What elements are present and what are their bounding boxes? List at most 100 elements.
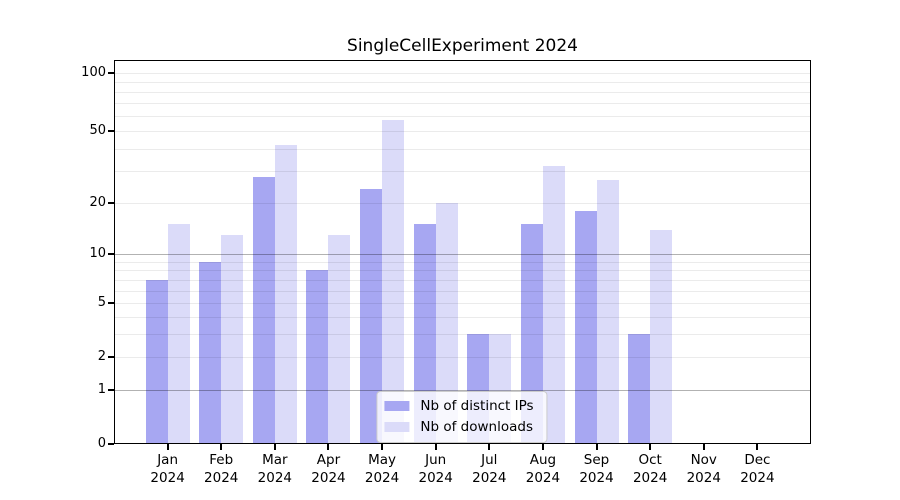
x-tick-label-sep: Sep 2024 <box>562 451 632 487</box>
x-tick-month: Aug <box>529 452 557 468</box>
x-tick-month: Jul <box>481 452 498 468</box>
x-tick-month: Jan <box>157 452 179 468</box>
bar-distinct-ips-apr <box>306 270 329 443</box>
x-tick-month: Jun <box>425 452 447 468</box>
x-tick-month: Oct <box>638 452 662 468</box>
x-tick-year: 2024 <box>632 470 668 486</box>
gridline-major <box>114 389 811 391</box>
x-tick-label-jan: Jan 2024 <box>133 451 203 487</box>
x-tick-year: 2024 <box>150 470 185 486</box>
x-tick-label-may: May 2024 <box>347 451 417 487</box>
x-tick-mark <box>273 444 276 450</box>
gridline-minor <box>114 303 811 304</box>
bar-distinct-ips-aug <box>520 224 543 443</box>
y-tick-label: 1 <box>97 381 106 397</box>
legend-label-distinct-ips: Nb of distinct IPs <box>420 398 534 414</box>
gridline-minor <box>114 131 811 132</box>
x-tick-mark <box>434 444 437 450</box>
y-tick-mark <box>108 388 114 391</box>
x-tick-year: 2024 <box>525 470 561 486</box>
x-tick-month: Dec <box>744 452 771 468</box>
bar-downloads-sep <box>596 179 619 443</box>
x-tick-year: 2024 <box>686 470 721 486</box>
x-tick-label-nov: Nov 2024 <box>669 451 739 487</box>
bar-downloads-mar <box>274 144 297 443</box>
x-tick-year: 2024 <box>579 470 614 486</box>
x-tick-year: 2024 <box>257 470 293 486</box>
y-tick-mark <box>108 202 114 204</box>
x-tick-year: 2024 <box>740 470 775 486</box>
x-tick-label-aug: Aug 2024 <box>508 451 578 487</box>
bar-distinct-ips-oct <box>628 334 651 443</box>
legend-item-downloads: Nb of downloads <box>384 420 533 434</box>
gridline-minor <box>114 148 811 150</box>
y-tick-mark <box>108 443 114 445</box>
x-tick-mark <box>381 444 384 450</box>
x-tick-year: 2024 <box>204 470 239 486</box>
y-tick-mark <box>108 355 114 358</box>
y-tick-label: 10 <box>89 246 106 261</box>
gridline-minor <box>114 171 811 173</box>
gridline-minor <box>114 81 811 83</box>
legend: Nb of distinct IPs Nb of downloads <box>376 391 548 443</box>
y-tick-label: 2 <box>97 348 106 364</box>
bar-distinct-ips-may <box>360 188 383 443</box>
x-tick-month: Apr <box>316 452 341 468</box>
bar-distinct-ips-mar <box>252 176 275 443</box>
gridline-minor <box>114 317 811 319</box>
x-tick-year: 2024 <box>364 470 400 486</box>
bar-distinct-ips-jun <box>413 224 436 443</box>
y-tick-mark <box>108 130 114 132</box>
x-tick-label-jun: Jun 2024 <box>401 451 471 487</box>
y-tick-mark <box>108 253 114 255</box>
legend-swatch-distinct-ips-icon <box>384 401 410 411</box>
x-tick-label-apr: Apr 2024 <box>293 451 363 487</box>
x-tick-month: Nov <box>690 452 717 468</box>
legend-swatch-downloads-icon <box>384 422 410 432</box>
x-tick-label-dec: Dec 2024 <box>722 451 792 487</box>
x-tick-mark <box>488 444 491 450</box>
bar-downloads-aug <box>542 166 565 443</box>
y-tick-mark <box>108 72 114 74</box>
x-tick-year: 2024 <box>311 470 346 486</box>
gridline-minor <box>114 73 811 74</box>
gridline-minor <box>114 115 811 117</box>
y-tick-label: 5 <box>97 295 106 310</box>
gridline-minor <box>114 290 811 292</box>
y-tick-label: 0 <box>97 436 106 451</box>
gridline-minor <box>114 356 811 358</box>
gridline-major <box>114 254 811 255</box>
chart-title: SingleCellExperiment 2024 <box>347 36 578 56</box>
x-tick-mark <box>327 444 330 450</box>
legend-label-downloads: Nb of downloads <box>420 419 533 435</box>
x-tick-year: 2024 <box>418 470 453 486</box>
y-tick-label: 50 <box>89 123 106 138</box>
bar-downloads-apr <box>328 234 351 443</box>
x-tick-mark <box>756 444 759 450</box>
x-tick-mark <box>595 444 598 450</box>
x-tick-mark <box>166 444 169 450</box>
x-tick-label-feb: Feb 2024 <box>186 451 256 487</box>
x-tick-label-oct: Oct 2024 <box>615 451 685 487</box>
legend-item-distinct-ips: Nb of distinct IPs <box>384 398 534 414</box>
x-tick-label-jul: Jul 2024 <box>454 451 524 487</box>
x-tick-label-mar: Mar 2024 <box>240 451 310 487</box>
x-tick-month: Feb <box>209 452 234 468</box>
y-tick-label: 20 <box>89 195 106 210</box>
gridline-minor <box>114 334 811 336</box>
x-tick-mark <box>702 444 705 450</box>
x-tick-mark <box>220 444 223 450</box>
bar-distinct-ips-jan <box>145 279 168 443</box>
gridline-minor <box>114 270 811 272</box>
x-tick-mark <box>541 444 544 450</box>
bar-downloads-oct <box>650 229 673 443</box>
x-tick-month: Mar <box>262 452 288 468</box>
x-tick-mark <box>649 444 652 450</box>
bar-downloads-may <box>382 120 405 443</box>
x-tick-month: Sep <box>583 452 610 468</box>
y-tick-mark <box>108 302 114 304</box>
gridline-minor <box>114 279 811 281</box>
bar-downloads-feb <box>221 234 244 443</box>
y-tick-label: 100 <box>81 65 106 80</box>
